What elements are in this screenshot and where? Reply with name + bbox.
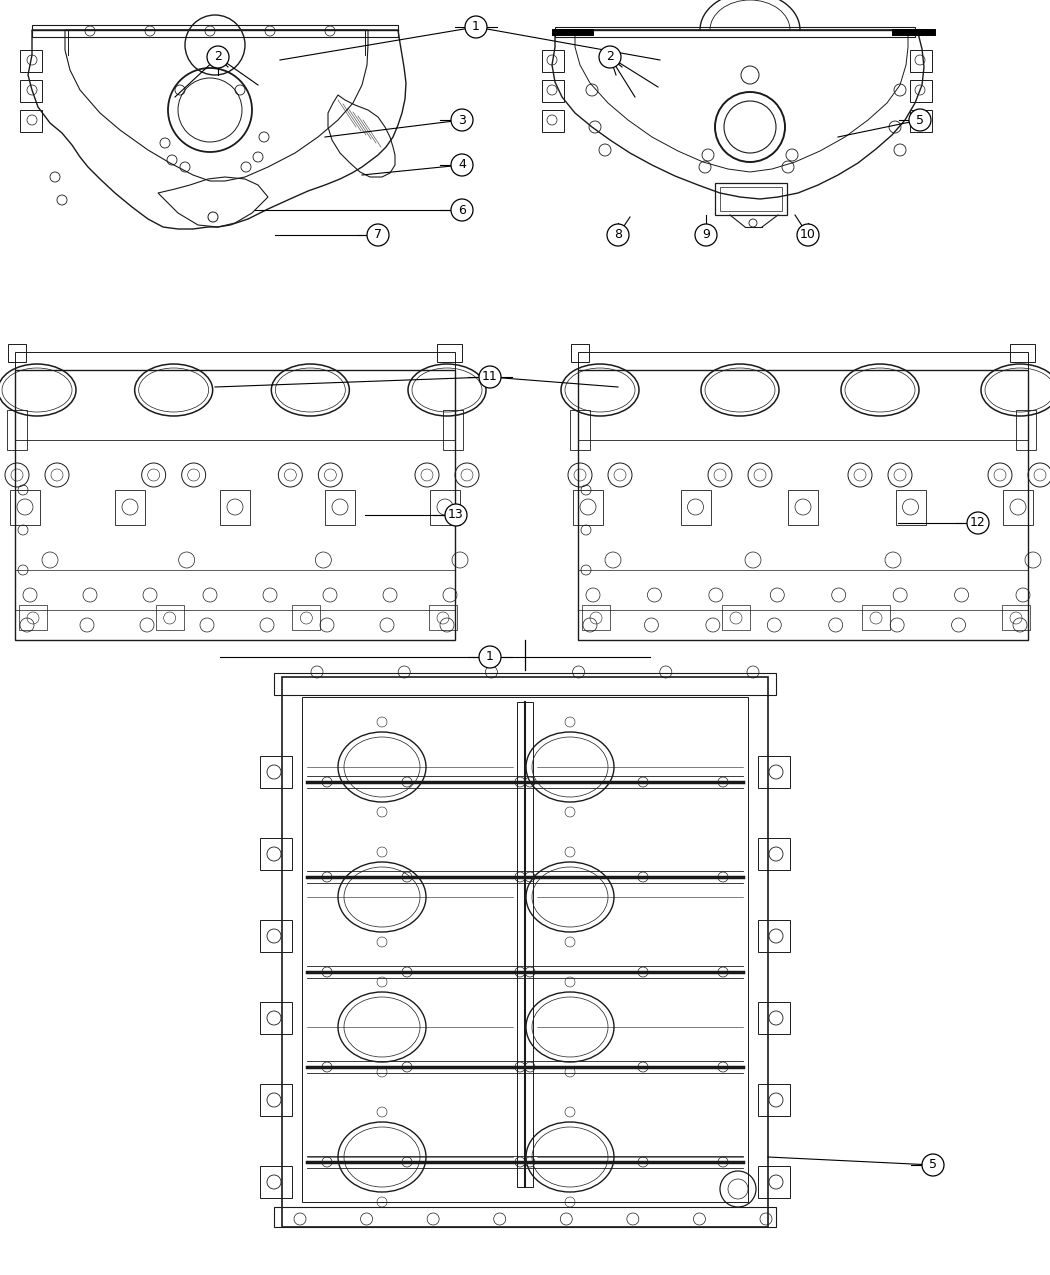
Bar	[582, 606, 610, 630]
Text: 10: 10	[800, 228, 816, 241]
Bar	[116, 490, 145, 525]
Text: 9: 9	[702, 228, 710, 241]
Bar	[292, 606, 320, 630]
Bar	[517, 703, 533, 1187]
Circle shape	[465, 17, 487, 38]
Bar	[910, 50, 932, 71]
Bar	[720, 187, 782, 210]
Bar	[555, 27, 915, 37]
Bar	[571, 344, 589, 362]
Bar	[715, 184, 788, 215]
Bar	[437, 344, 462, 362]
Bar	[910, 110, 932, 133]
Bar	[722, 606, 750, 630]
Text: 5: 5	[916, 113, 924, 126]
Bar	[220, 490, 250, 525]
Bar	[542, 80, 564, 102]
Bar	[542, 110, 564, 133]
Circle shape	[695, 224, 717, 246]
Bar	[302, 697, 748, 1202]
Bar	[570, 411, 590, 450]
Circle shape	[452, 108, 472, 131]
Bar	[15, 370, 455, 640]
Circle shape	[607, 224, 629, 246]
Bar	[578, 370, 1028, 640]
Text: 12: 12	[970, 516, 986, 529]
Circle shape	[452, 154, 472, 176]
Circle shape	[368, 224, 388, 246]
Bar	[19, 606, 47, 630]
Circle shape	[452, 199, 472, 221]
Bar	[542, 50, 564, 71]
Bar	[430, 490, 460, 525]
Text: 7: 7	[374, 228, 382, 241]
Text: 5: 5	[929, 1159, 937, 1172]
Bar	[1002, 606, 1030, 630]
Circle shape	[479, 646, 501, 668]
Text: 2: 2	[606, 51, 614, 64]
Text: 8: 8	[614, 228, 622, 241]
Bar	[862, 606, 890, 630]
Bar	[282, 677, 768, 1227]
Text: 2: 2	[214, 51, 222, 64]
Bar	[155, 606, 184, 630]
Bar	[578, 352, 1028, 370]
Bar	[788, 490, 818, 525]
Bar	[1003, 490, 1033, 525]
Bar	[15, 352, 455, 370]
Bar	[1010, 344, 1035, 362]
Bar	[910, 80, 932, 102]
Text: 6: 6	[458, 204, 466, 217]
Bar	[326, 490, 355, 525]
Circle shape	[207, 46, 229, 68]
Bar	[274, 673, 776, 695]
Text: 3: 3	[458, 113, 466, 126]
Circle shape	[598, 46, 621, 68]
Bar	[1016, 411, 1036, 450]
Text: 11: 11	[482, 371, 498, 384]
Bar	[896, 490, 925, 525]
Text: 1: 1	[472, 20, 480, 33]
Text: 1: 1	[486, 650, 494, 663]
Circle shape	[967, 513, 989, 534]
Circle shape	[479, 366, 501, 388]
Bar	[20, 80, 42, 102]
Bar	[573, 490, 603, 525]
Circle shape	[909, 108, 931, 131]
Bar	[20, 50, 42, 71]
Bar	[680, 490, 711, 525]
Circle shape	[797, 224, 819, 246]
Bar	[8, 344, 26, 362]
Circle shape	[445, 504, 467, 527]
Bar	[7, 411, 27, 450]
Text: 4: 4	[458, 158, 466, 172]
Bar	[20, 110, 42, 133]
Bar	[443, 411, 463, 450]
Bar	[32, 26, 398, 37]
Text: 13: 13	[448, 509, 464, 521]
Bar	[274, 1207, 776, 1227]
Bar	[10, 490, 40, 525]
Circle shape	[922, 1154, 944, 1176]
Bar	[429, 606, 457, 630]
